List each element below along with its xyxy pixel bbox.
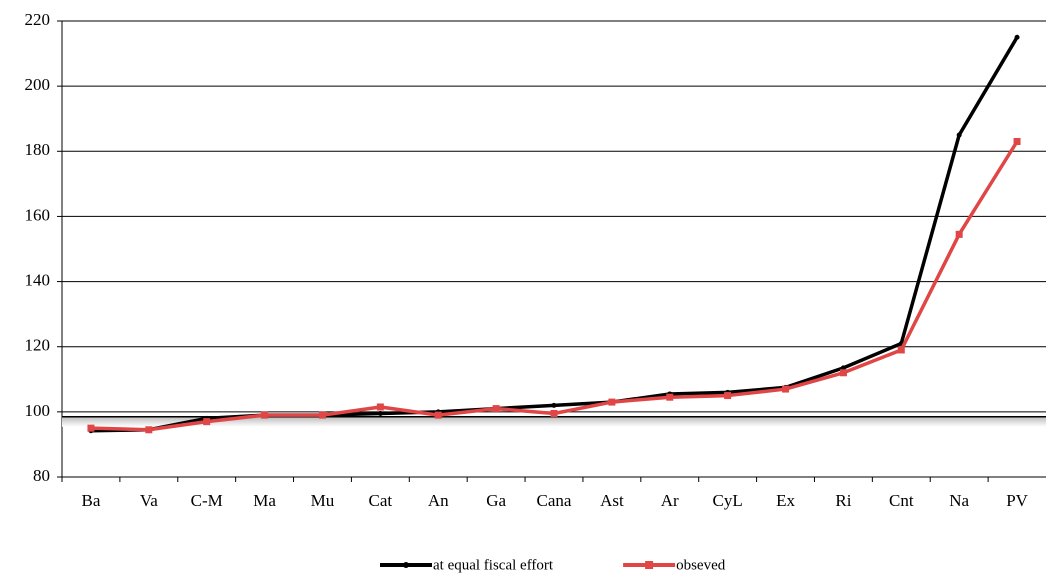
x-tick-label: Va	[140, 491, 158, 510]
point-marker	[203, 418, 211, 426]
y-tick-label: 80	[33, 466, 50, 485]
point-marker	[840, 365, 846, 371]
x-tick-label: Na	[949, 491, 969, 510]
x-tick-label: Ma	[253, 491, 276, 510]
x-tick-label: Cana	[537, 491, 572, 510]
point-marker	[318, 411, 326, 419]
point-marker	[608, 398, 616, 406]
point-marker	[782, 385, 790, 393]
point-marker	[550, 409, 558, 417]
x-tick-label: C-M	[191, 491, 223, 510]
point-marker	[666, 393, 674, 401]
point-marker	[145, 426, 153, 434]
x-tick-label: CyL	[713, 491, 743, 510]
x-tick-label: Cnt	[889, 491, 914, 510]
x-tick-label: Ri	[835, 491, 851, 510]
x-tick-label: PV	[1006, 491, 1028, 510]
x-tick-label: Ba	[81, 491, 100, 510]
legend-label: at equal fiscal effort	[433, 557, 554, 573]
point-marker	[434, 411, 442, 419]
point-marker	[376, 403, 384, 411]
x-tick-label: Mu	[311, 491, 335, 510]
y-tick-label: 140	[25, 270, 51, 289]
point-marker	[1013, 138, 1021, 146]
point-marker	[955, 230, 963, 238]
x-tick-label: Cat	[369, 491, 393, 510]
point-marker	[261, 411, 269, 419]
x-tick-label: Ast	[600, 491, 624, 510]
y-tick-label: 220	[25, 10, 51, 29]
point-marker	[724, 392, 732, 400]
point-marker	[492, 405, 500, 413]
x-tick-label: Ex	[776, 491, 795, 510]
series-line	[90, 140, 1019, 432]
point-marker	[377, 410, 383, 416]
point-marker	[956, 132, 962, 138]
y-tick-label: 180	[25, 140, 51, 159]
point-marker	[87, 424, 95, 432]
y-tick-label: 200	[25, 75, 51, 94]
point-marker	[1014, 34, 1020, 40]
legend-marker	[403, 562, 409, 568]
x-tick-label: An	[428, 491, 449, 510]
legend-label: obseved	[676, 557, 726, 573]
legend-marker	[645, 561, 654, 569]
y-tick-label: 160	[25, 205, 51, 224]
point-marker	[839, 369, 847, 377]
point-marker	[551, 402, 557, 408]
x-tick-label: Ga	[486, 491, 506, 510]
y-tick-label: 100	[25, 401, 51, 420]
x-tick-label: Ar	[661, 491, 679, 510]
point-marker	[897, 346, 905, 354]
y-tick-label: 120	[25, 336, 51, 355]
series-line	[90, 36, 1019, 433]
reference-shadow	[62, 416, 1046, 427]
